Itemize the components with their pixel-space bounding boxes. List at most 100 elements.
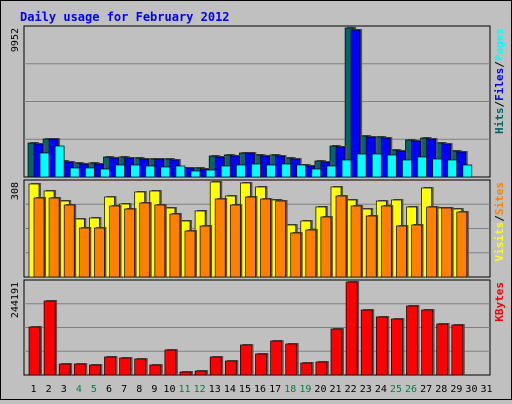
x-tick-label: 7 [121,384,127,395]
panel-legend: Hits/Files/Pages [493,28,506,134]
legend-entry: Sites [493,182,506,215]
x-tick-label: 25 [390,384,402,395]
bar-sites [426,206,437,278]
x-tick-label: 9 [151,384,157,395]
x-tick-label: 31 [481,384,493,395]
bar-kbytes [240,344,252,376]
bar-pages [296,164,307,178]
bar-pages [100,168,110,178]
panel-legend: Visits/Sites [493,182,506,262]
x-tick-label: 24 [375,384,387,395]
bar-sites [350,205,362,278]
bar-sites [396,225,407,278]
bar-pages [386,154,397,178]
bar-kbytes [406,305,418,376]
bar-pages [175,165,186,178]
x-tick-label: 17 [269,384,281,395]
bar-kbytes [104,356,116,376]
bar-pages [84,167,95,178]
bar-sites [275,200,286,278]
bar-sites [33,197,45,278]
bar-kbytes [28,326,41,376]
legend-entry: / [493,101,506,108]
bar-pages [371,153,382,178]
bar-pages [130,164,140,178]
x-tick-label: 14 [224,384,236,395]
x-tick-label: 15 [239,384,251,395]
bar-sites [154,204,166,278]
chart-title: Daily usage for February 2012 [20,10,230,24]
x-tick-label: 22 [345,384,357,395]
x-tick-label: 29 [450,384,462,395]
bar-sites [109,205,120,278]
x-tick-label: 1 [31,384,37,395]
chart-panels: 9952Hits/Files/Pages308Visits/Sites24419… [10,25,506,376]
bar-kbytes [164,349,177,376]
x-tick-label: 28 [435,384,447,395]
bar-kbytes [179,371,192,376]
bar-pages [281,163,291,178]
x-tick-label: 27 [420,384,432,395]
x-tick-label: 21 [330,384,342,395]
bar-sites [199,225,211,278]
bar-pages [190,170,201,178]
bar-sites [456,211,468,278]
x-tick-label: 10 [163,384,175,395]
bar-sites [94,227,105,278]
bar-pages [54,145,65,178]
legend-entry: Files [493,68,506,101]
x-tick-label: 30 [465,384,477,395]
bar-kbytes [255,353,267,376]
bar-kbytes [73,363,86,376]
bar-kbytes [209,356,222,376]
bar-sites [380,205,392,278]
x-tick-label: 18 [284,384,296,395]
bar-kbytes [149,364,162,376]
bar-kbytes [194,370,207,376]
bar-pages [356,153,367,178]
x-tick-label: 12 [194,384,206,395]
bar-sites [245,196,256,278]
bar-kbytes [285,343,298,376]
bar-kbytes [375,316,388,376]
bar-sites [139,202,151,278]
bar-pages [220,165,231,178]
bar-files [350,29,361,178]
bar-pages [462,164,473,178]
x-tick-label: 11 [179,384,191,395]
x-tick-label: 19 [299,384,311,395]
legend-entry: / [493,61,506,68]
panel-kbytes: 244191 KBytes [10,279,506,376]
bar-pages [326,165,337,178]
bar-pages [235,164,246,178]
bar-pages [266,164,276,178]
bar-pages [160,166,171,178]
bar-sites [63,204,75,278]
bar-sites [169,213,181,278]
bar-sites [48,197,60,278]
bar-kbytes [119,357,131,376]
legend-entry: Pages [493,28,506,61]
bar-kbytes [330,328,343,376]
x-tick-label: 6 [106,384,112,395]
bar-sites [214,198,226,278]
bar-kbytes [436,323,449,376]
bar-sites [305,229,317,278]
bar-sites [124,208,135,278]
bar-pages [205,169,216,178]
bar-kbytes [43,300,56,376]
panel-legend: KBytes [493,282,506,322]
bar-kbytes [360,309,373,376]
panel-visits-sites: 308 Visits/Sites [10,179,506,278]
legend-entry: Hits [493,108,506,135]
bar-pages [251,163,261,178]
bar-sites [260,198,271,278]
panel-max-label: 9952 [10,28,21,52]
legend-entry: KBytes [493,282,506,322]
bar-kbytes [421,309,433,376]
bar-pages [432,158,442,178]
x-tick-label: 3 [61,384,67,395]
bar-sites [78,227,90,278]
bar-kbytes [89,364,101,376]
